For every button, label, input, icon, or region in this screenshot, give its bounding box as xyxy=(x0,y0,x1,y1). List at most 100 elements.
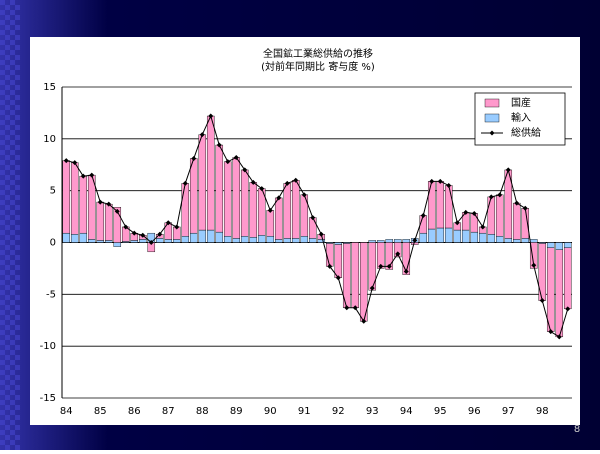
bar xyxy=(232,157,241,239)
x-tick-label: 88 xyxy=(196,406,209,417)
bar xyxy=(427,228,436,243)
marker xyxy=(497,192,503,198)
marker xyxy=(250,179,256,185)
bar xyxy=(104,203,113,241)
x-tick-label: 90 xyxy=(264,406,277,417)
bar xyxy=(274,239,283,243)
y-tick-label: 10 xyxy=(43,134,56,145)
x-tick-label: 86 xyxy=(128,406,141,417)
bar xyxy=(232,238,241,243)
marker xyxy=(539,298,545,304)
marker xyxy=(191,156,197,162)
legend-label: 国産 xyxy=(511,96,531,109)
bar xyxy=(96,201,105,241)
marker xyxy=(412,237,418,243)
bar xyxy=(555,242,564,250)
bar xyxy=(308,238,317,243)
marker xyxy=(386,263,392,269)
marker xyxy=(420,213,426,219)
bar xyxy=(402,239,411,243)
marker xyxy=(123,224,129,230)
bar xyxy=(223,161,232,237)
marker xyxy=(327,263,333,269)
marker xyxy=(148,240,154,245)
bar xyxy=(419,232,428,243)
marker xyxy=(335,275,341,281)
marker xyxy=(259,186,265,192)
legend-swatch xyxy=(484,98,500,108)
bar xyxy=(181,183,190,237)
marker xyxy=(267,207,273,213)
marker xyxy=(106,201,112,207)
bar xyxy=(240,169,249,237)
bar xyxy=(546,247,555,332)
x-tick-label: 89 xyxy=(230,406,243,417)
bar xyxy=(198,134,207,231)
marker xyxy=(395,251,401,257)
bar xyxy=(461,229,470,243)
marker xyxy=(531,262,537,268)
marker xyxy=(157,231,163,237)
marker xyxy=(403,269,409,275)
y-tick-label: 15 xyxy=(43,82,56,93)
x-tick-label: 95 xyxy=(434,406,447,417)
bar xyxy=(155,238,164,243)
marker xyxy=(225,159,231,165)
marker xyxy=(301,192,307,198)
bar xyxy=(172,239,181,243)
bar xyxy=(274,197,283,240)
bar xyxy=(529,239,538,243)
marker xyxy=(293,177,299,183)
marker xyxy=(361,318,367,324)
marker xyxy=(233,154,239,160)
bar xyxy=(87,239,96,243)
bar xyxy=(164,239,173,243)
marker xyxy=(480,224,486,230)
bar xyxy=(334,244,343,278)
bar xyxy=(181,236,190,243)
bar xyxy=(189,158,198,234)
marker xyxy=(548,329,554,335)
x-tick-label: 87 xyxy=(162,406,175,417)
x-tick-label: 84 xyxy=(60,406,73,417)
bar xyxy=(240,236,249,243)
bar xyxy=(70,162,79,235)
legend-label: 総供給 xyxy=(511,126,541,139)
y-tick-label: 0 xyxy=(50,238,56,249)
marker xyxy=(488,194,494,200)
bar xyxy=(215,144,224,233)
bar xyxy=(266,210,275,237)
bar xyxy=(504,238,513,243)
marker xyxy=(378,263,384,269)
pattern xyxy=(0,0,20,450)
bar xyxy=(487,196,496,235)
marker xyxy=(471,210,477,216)
marker xyxy=(505,167,511,173)
marker xyxy=(565,306,571,312)
marker xyxy=(446,182,452,188)
bar xyxy=(223,236,232,243)
marker xyxy=(165,220,171,226)
x-tick-label: 97 xyxy=(502,406,515,417)
bar xyxy=(487,234,496,243)
bar xyxy=(79,232,88,243)
marker xyxy=(463,209,469,215)
bar xyxy=(113,242,122,247)
bar xyxy=(478,232,487,243)
marker xyxy=(131,230,137,236)
marker xyxy=(208,113,214,119)
bar xyxy=(96,240,105,243)
bar xyxy=(470,231,479,243)
x-tick-label: 98 xyxy=(536,406,549,417)
marker xyxy=(454,220,460,226)
bar xyxy=(495,194,504,237)
bar xyxy=(385,242,394,270)
bar xyxy=(444,227,453,243)
bar xyxy=(453,229,462,243)
bar xyxy=(249,182,258,238)
marker xyxy=(352,305,358,311)
marker xyxy=(276,195,282,201)
y-tick-label: -15 xyxy=(40,393,56,404)
marker xyxy=(522,205,528,211)
